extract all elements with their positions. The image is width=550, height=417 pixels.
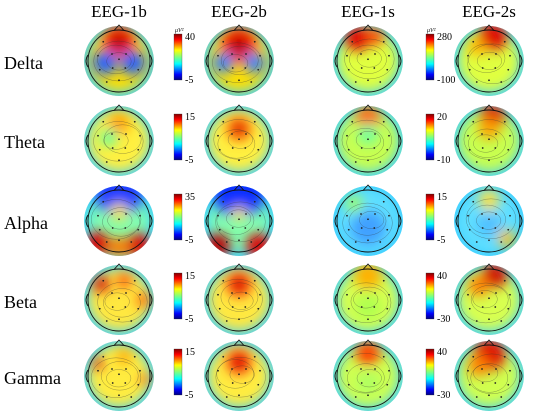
topomap-delta-eeg-2b [204, 24, 274, 96]
colorbar-min-label: -5 [185, 155, 193, 166]
colorbar-max-label: 280 [437, 32, 452, 43]
topomap-theta-eeg-2b [204, 104, 274, 176]
colorbar-s-beta: 40 -30 [425, 271, 450, 325]
colorbar-min-label: -30 [437, 314, 450, 325]
topomap-delta-eeg-1b [84, 24, 154, 96]
column-title-eeg-1s: EEG-1s [341, 2, 395, 21]
topomap-delta-eeg-2s [454, 24, 524, 96]
topomap-theta-eeg-1b [84, 104, 154, 176]
row-label-theta: Theta [4, 132, 45, 152]
topomap-beta-eeg-1b [84, 263, 154, 335]
column-title-eeg-2s: EEG-2s [462, 2, 516, 21]
colorbar-b-alpha: 35 -5 [173, 192, 195, 246]
topomap-gamma-eeg-2s [454, 339, 524, 411]
colorbar-unit-label: μV² [175, 28, 184, 34]
colorbar-s-alpha: 15 -5 [425, 192, 447, 246]
topomap-beta-eeg-1s [333, 263, 403, 335]
topomap-alpha-eeg-1b [84, 184, 154, 256]
colorbar-max-label: 15 [185, 112, 195, 123]
colorbar-min-label: -5 [185, 390, 193, 401]
colorbar-min-label: -5 [185, 75, 193, 86]
colorbar-s-gamma: 40 -30 [425, 347, 450, 401]
colorbar-max-label: 20 [437, 112, 447, 123]
colorbar-max-label: 40 [185, 32, 195, 43]
colorbar-max-label: 40 [437, 347, 447, 358]
topomap-gamma-eeg-2b [204, 339, 274, 411]
colorbar-b-beta: 15 -5 [173, 271, 195, 325]
colorbar-unit-label: μV² [427, 28, 436, 34]
colorbar-min-label: -5 [185, 314, 193, 325]
colorbar-b-gamma: 15 -5 [173, 347, 195, 401]
colorbar-min-label: -30 [437, 390, 450, 401]
colorbar-min-label: -10 [437, 155, 450, 166]
colorbar-max-label: 35 [185, 192, 195, 203]
colorbar-max-label: 15 [185, 347, 195, 358]
row-label-beta: Beta [4, 292, 37, 312]
topomap-gamma-eeg-1s [333, 339, 403, 411]
colorbar-min-label: -5 [185, 235, 193, 246]
topomap-theta-eeg-1s [333, 104, 403, 176]
row-label-delta: Delta [4, 53, 43, 73]
colorbar-max-label: 40 [437, 271, 447, 282]
colorbar-min-label: -100 [437, 75, 455, 86]
topomap-beta-eeg-2b [204, 263, 274, 335]
topomap-alpha-eeg-2b [204, 184, 274, 256]
colorbar-b-delta: 40 -5 μV² [173, 28, 195, 86]
topomap-theta-eeg-2s [454, 104, 524, 176]
topomap-alpha-eeg-1s [333, 184, 403, 256]
colorbar-max-label: 15 [437, 192, 447, 203]
colorbar-b-theta: 15 -5 [173, 112, 195, 166]
colorbar-s-delta: 280 -100 μV² [425, 28, 455, 86]
topomap-alpha-eeg-2s [454, 184, 524, 256]
topomap-gamma-eeg-1b [84, 339, 154, 411]
column-title-eeg-2b: EEG-2b [211, 2, 267, 21]
topomap-beta-eeg-2s [454, 263, 524, 335]
row-label-gamma: Gamma [4, 368, 61, 388]
column-title-eeg-1b: EEG-1b [91, 2, 147, 21]
row-label-alpha: Alpha [4, 213, 48, 233]
colorbar-s-theta: 20 -10 [425, 112, 450, 166]
colorbar-min-label: -5 [437, 235, 445, 246]
topomap-delta-eeg-1s [333, 24, 403, 96]
colorbar-max-label: 15 [185, 271, 195, 282]
